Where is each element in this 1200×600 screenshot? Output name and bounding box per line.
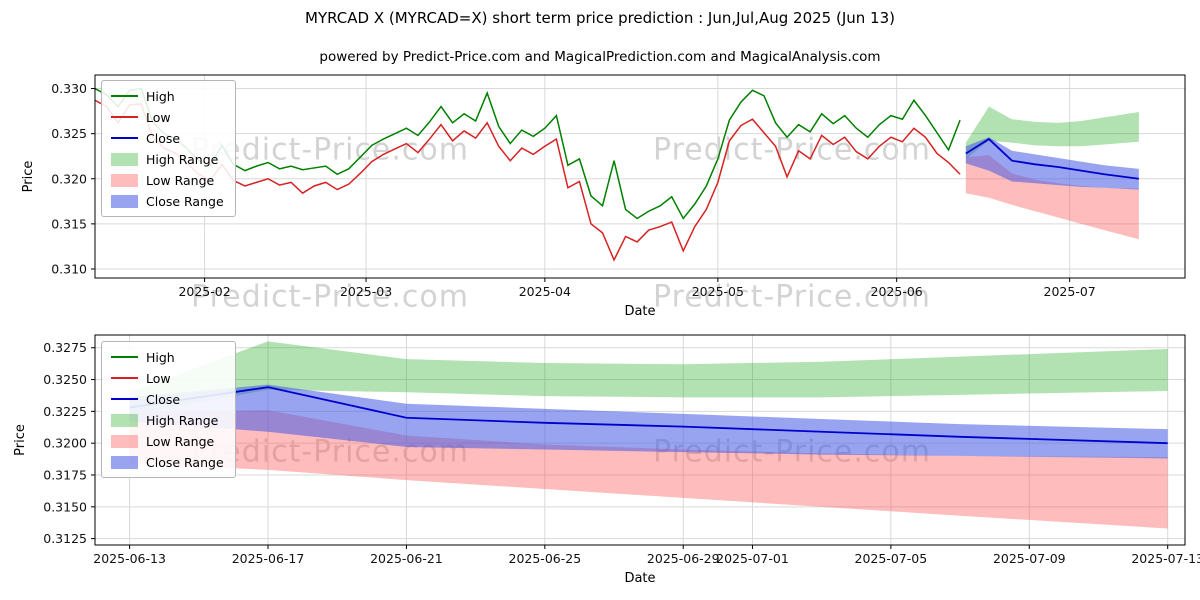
x-tick-label: 2025-07-09 (993, 551, 1066, 566)
legend-item-close: Close (111, 390, 224, 408)
x-axis-label: Date (624, 571, 655, 586)
y-tick-label: 0.3250 (43, 372, 87, 387)
x-tick-label: 2025-02 (178, 284, 230, 299)
legend-label-close: Close (146, 391, 181, 407)
low-swatch (111, 376, 138, 380)
y-tick-label: 0.320 (51, 171, 87, 186)
legend-label-low-range: Low Range (146, 172, 215, 188)
bottom-chart: 2025-06-13 2025-06-17 2025-06-21 2025-06-25… (13, 334, 1200, 586)
legend-label-high-range: High Range (146, 412, 219, 428)
figure-subtitle: powered by Predict-Price.com and Magical… (319, 49, 881, 65)
low-range-swatch (111, 173, 138, 187)
x-tick-label: 2025-06-29 (647, 551, 720, 566)
y-tick-label: 0.330 (51, 81, 87, 96)
close-swatch (111, 397, 138, 401)
legend-label-close-range: Close Range (146, 454, 224, 470)
legend-item-low-range: Low Range (111, 171, 224, 189)
close-line (965, 137, 1139, 180)
close-swatch (111, 136, 138, 140)
x-tick-label: 2025-06 (871, 284, 923, 299)
forecast-bands (965, 106, 1139, 240)
watermark-text: Predict-Price.com (653, 279, 931, 315)
y-tick-label: 0.3150 (43, 499, 87, 514)
high-range-swatch (111, 152, 138, 166)
x-tick-label: 2025-06-13 (93, 551, 166, 566)
legend-item-high: High (111, 348, 224, 366)
legend-label-low-range: Low Range (146, 433, 215, 449)
x-axis-label: Date (624, 304, 655, 319)
legend-label-close: Close (146, 130, 181, 146)
low-line (94, 99, 961, 262)
y-tick-label: 0.3175 (43, 468, 87, 483)
legend-label-low: Low (146, 370, 171, 386)
x-tick-label: 2025-07-05 (855, 551, 928, 566)
figure-title: MYRCAD X (MYRCAD=X) short term price pre… (305, 9, 895, 27)
x-tick-label: 2025-07 (1044, 284, 1096, 299)
x-tick-label: 2025-04 (519, 284, 571, 299)
grid (95, 75, 1185, 278)
low-swatch (111, 115, 138, 119)
y-tick-label: 0.3275 (43, 340, 87, 355)
plot-frame (94, 74, 1186, 279)
y-tick-label: 0.325 (51, 126, 87, 141)
watermark-text: Predict-Price.com (191, 132, 469, 168)
x-tick-label: 2025-07-01 (716, 551, 789, 566)
high-range-swatch (111, 413, 138, 427)
high-swatch (111, 355, 138, 359)
x-tick-label: 2025-06-17 (232, 551, 305, 566)
legend-bottom: High Low Close High Range Low Range Close Ran… (101, 341, 236, 478)
y-tick-label: 0.315 (51, 216, 87, 231)
high-range-band (965, 106, 1139, 159)
legend-item-close-range: Close Range (111, 453, 224, 471)
y-tick-label: 0.3200 (43, 436, 87, 451)
y-tick-label: 0.310 (51, 261, 87, 276)
legend-label-high-range: High Range (146, 151, 219, 167)
y-tick-label: 0.3225 (43, 404, 87, 419)
y-axis-label: Price (13, 424, 28, 456)
legend-label-low: Low (146, 109, 171, 125)
legend-label-high: High (146, 349, 175, 365)
legend-item-high-range: High Range (111, 150, 224, 168)
close-range-band (965, 137, 1139, 190)
watermark-text: Predict-Price.com (653, 132, 931, 168)
close-line (129, 386, 1168, 445)
legend-top: High Low Close High Range Low Range Close Ran… (101, 80, 236, 217)
forecast-bands (129, 341, 1168, 529)
legend-label-close-range: Close Range (146, 193, 224, 209)
legend-label-high: High (146, 88, 175, 104)
legend-item-close-range: Close Range (111, 192, 224, 210)
top-chart: 2025-02 2025-03 2025-04 2025-05 2025-06 2025-… (21, 74, 1186, 319)
x-tick-label: 2025-06-25 (509, 551, 582, 566)
plot-frame (94, 334, 1186, 546)
legend-item-low: Low (111, 108, 224, 126)
close-range-band (129, 384, 1168, 459)
high-line (94, 87, 961, 220)
close-range-swatch (111, 455, 138, 469)
legend-item-low: Low (111, 369, 224, 387)
legend-item-high-range: High Range (111, 411, 224, 429)
legend-item-close: Close (111, 129, 224, 147)
close-range-swatch (111, 194, 138, 208)
legend-item-low-range: Low Range (111, 432, 224, 450)
high-range-band (129, 341, 1168, 416)
high-swatch (111, 94, 138, 98)
x-tick-label: 2025-03 (340, 284, 392, 299)
watermark-text: Predict-Price.com (191, 279, 469, 315)
y-tick-label: 0.3125 (43, 531, 87, 546)
low-range-swatch (111, 434, 138, 448)
x-tick-label: 2025-06-21 (370, 551, 443, 566)
legend-item-high: High (111, 87, 224, 105)
x-tick-label: 2025-07-13 (1131, 551, 1200, 566)
y-axis-label: Price (21, 161, 36, 193)
x-tick-label: 2025-05 (692, 284, 744, 299)
